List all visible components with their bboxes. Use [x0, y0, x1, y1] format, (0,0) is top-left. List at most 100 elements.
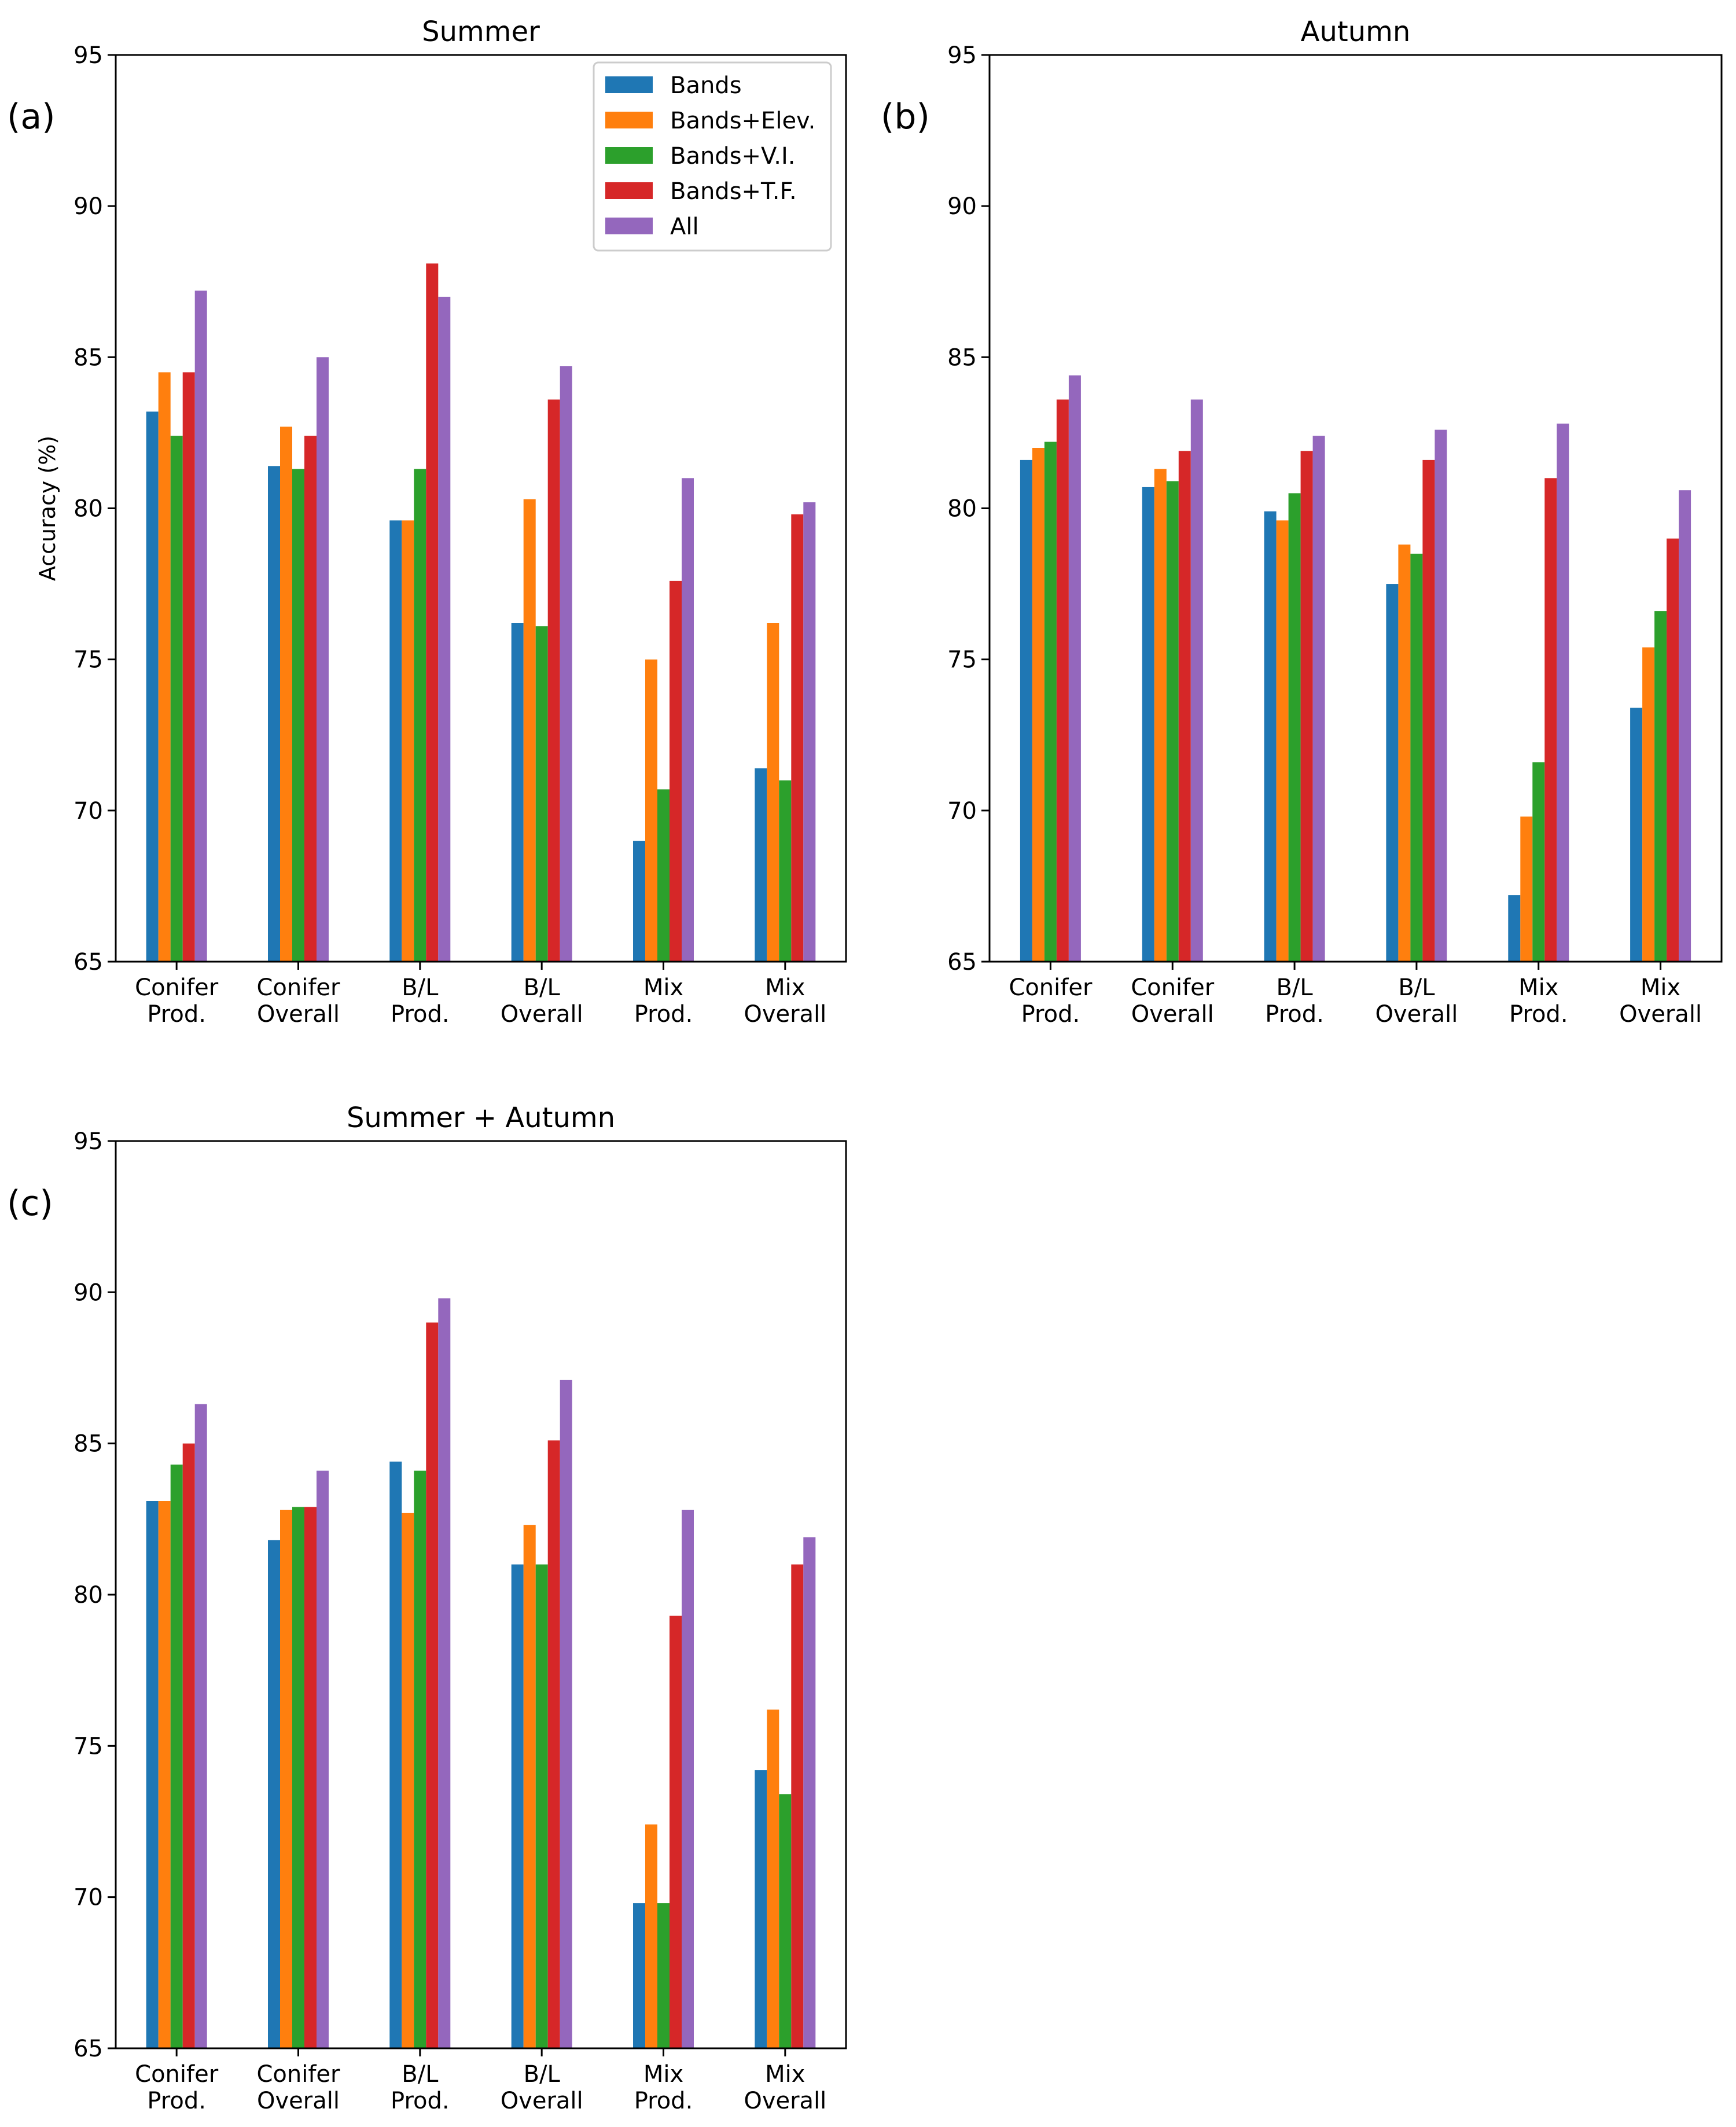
y-tick-label: 85: [73, 1431, 103, 1458]
x-tick-label-line2: Prod.: [391, 1001, 450, 1028]
bar-bands-elev--2: [1276, 520, 1289, 962]
bar-bands-5: [1630, 708, 1643, 962]
bar-bands-v-i--3: [535, 1564, 548, 2048]
bar-all-4: [1557, 424, 1569, 962]
bar-bands-v-i--3: [1410, 553, 1423, 962]
x-tick-label: B/L: [402, 2061, 439, 2088]
bar-bands-0: [146, 411, 159, 962]
x-tick-label-line2: Overall: [257, 1001, 340, 1028]
bar-bands-1: [268, 1540, 280, 2048]
y-tick-label: 65: [73, 2036, 103, 2062]
bar-bands-elev--4: [1520, 816, 1533, 962]
x-tick-label: Conifer: [135, 2061, 219, 2088]
bar-bands-t-f--5: [1667, 538, 1679, 962]
y-tick-label: 80: [73, 496, 103, 522]
panel-label: (c): [7, 1183, 53, 1224]
y-tick-label: 80: [73, 1582, 103, 1609]
bar-all-2: [1312, 436, 1325, 962]
bar-bands-t-f--4: [670, 1616, 682, 2048]
bar-bands-t-f--2: [426, 263, 439, 962]
bar-bands-t-f--1: [304, 436, 317, 962]
bar-bands-v-i--0: [170, 436, 183, 962]
legend-swatch-all: [605, 218, 653, 234]
bar-all-0: [194, 290, 207, 962]
bar-all-2: [438, 296, 451, 962]
bar-bands-v-i--0: [170, 1464, 183, 2048]
bar-bands-elev--2: [402, 1513, 414, 2048]
x-tick-label: Conifer: [1131, 974, 1215, 1001]
bar-bands-elev--3: [1398, 544, 1411, 962]
x-tick-label: Mix: [1518, 974, 1558, 1001]
bar-bands-v-i--2: [414, 1470, 426, 2048]
legend-swatch-bands-elev-: [605, 112, 653, 128]
bar-bands-elev--3: [523, 1525, 536, 2048]
bar-bands-5: [755, 768, 767, 962]
x-tick-label-line2: Overall: [1375, 1001, 1458, 1028]
bar-bands-v-i--1: [292, 469, 304, 962]
x-tick-label-line2: Overall: [744, 1001, 826, 1028]
bar-bands-elev--1: [280, 426, 292, 962]
bar-bands-3: [511, 1564, 524, 2048]
y-tick-label: 95: [73, 1128, 103, 1155]
bar-all-0: [1068, 375, 1081, 962]
bar-bands-v-i--4: [1532, 762, 1545, 962]
bar-bands-2: [1264, 511, 1277, 962]
bar-bands-elev--2: [402, 520, 414, 962]
x-tick-label: B/L: [402, 974, 439, 1001]
x-tick-label-line2: Overall: [744, 2088, 826, 2114]
y-tick-label: 95: [73, 42, 103, 69]
bar-bands-elev--5: [767, 623, 779, 962]
chart-title: Summer: [422, 16, 540, 48]
y-tick-label: 70: [73, 798, 103, 825]
bar-bands-v-i--4: [657, 1903, 670, 2048]
x-tick-label: Mix: [643, 2061, 683, 2088]
y-tick-label: 75: [73, 1733, 103, 1760]
x-tick-label: Mix: [765, 974, 805, 1001]
y-tick-label: 80: [947, 496, 977, 522]
x-tick-label: Conifer: [256, 2061, 340, 2088]
bar-bands-3: [511, 623, 524, 962]
chart-title: Autumn: [1301, 16, 1411, 48]
bar-all-5: [803, 502, 816, 962]
bar-bands-t-f--3: [547, 1440, 560, 2048]
bar-bands-t-f--5: [791, 514, 804, 962]
bar-bands-4: [633, 841, 645, 962]
bar-all-5: [803, 1537, 816, 2048]
legend: Bands Bands+Elev. Bands+V.I. Bands+T.F. All: [593, 61, 832, 252]
x-tick-label: Conifer: [256, 974, 340, 1001]
bar-bands-0: [146, 1501, 159, 2048]
x-tick-label-line2: Overall: [1131, 1001, 1214, 1028]
bar-all-5: [1679, 490, 1691, 962]
x-tick-label-line2: Overall: [1619, 1001, 1702, 1028]
axes-frame: [988, 54, 1723, 963]
bar-all-1: [317, 1470, 329, 2048]
y-tick-label: 90: [947, 193, 977, 220]
bar-all-4: [682, 1510, 694, 2048]
bar-bands-t-f--0: [182, 372, 195, 962]
legend-swatch-bands: [605, 76, 653, 93]
bar-bands-t-f--3: [547, 399, 560, 962]
chart-panel-b: 65707580859095ConiferProd.ConiferOverall…: [881, 16, 1723, 1028]
bar-bands-5: [755, 1770, 767, 2048]
y-tick-label: 70: [73, 1885, 103, 1911]
legend-label: Bands: [670, 72, 742, 99]
bar-bands-elev--1: [1154, 469, 1167, 962]
bar-all-3: [1435, 429, 1447, 962]
x-tick-label-line2: Overall: [257, 2088, 340, 2114]
bar-bands-t-f--0: [1056, 399, 1069, 962]
x-tick-label: B/L: [524, 974, 561, 1001]
x-tick-label-line2: Prod.: [634, 1001, 693, 1028]
bar-bands-elev--0: [158, 372, 171, 962]
bar-bands-v-i--5: [1654, 611, 1667, 962]
bar-bands-t-f--2: [1300, 451, 1313, 962]
bar-bands-elev--5: [1642, 647, 1655, 962]
x-tick-label: Mix: [1641, 974, 1680, 1001]
x-tick-label-line2: Prod.: [634, 2088, 693, 2114]
x-tick-label-line2: Prod.: [1509, 1001, 1568, 1028]
legend-label: Bands+Elev.: [670, 108, 815, 134]
bar-bands-elev--5: [767, 1709, 779, 2048]
bar-bands-0: [1020, 459, 1032, 962]
bar-bands-elev--0: [158, 1501, 171, 2048]
bar-bands-v-i--4: [657, 789, 670, 962]
